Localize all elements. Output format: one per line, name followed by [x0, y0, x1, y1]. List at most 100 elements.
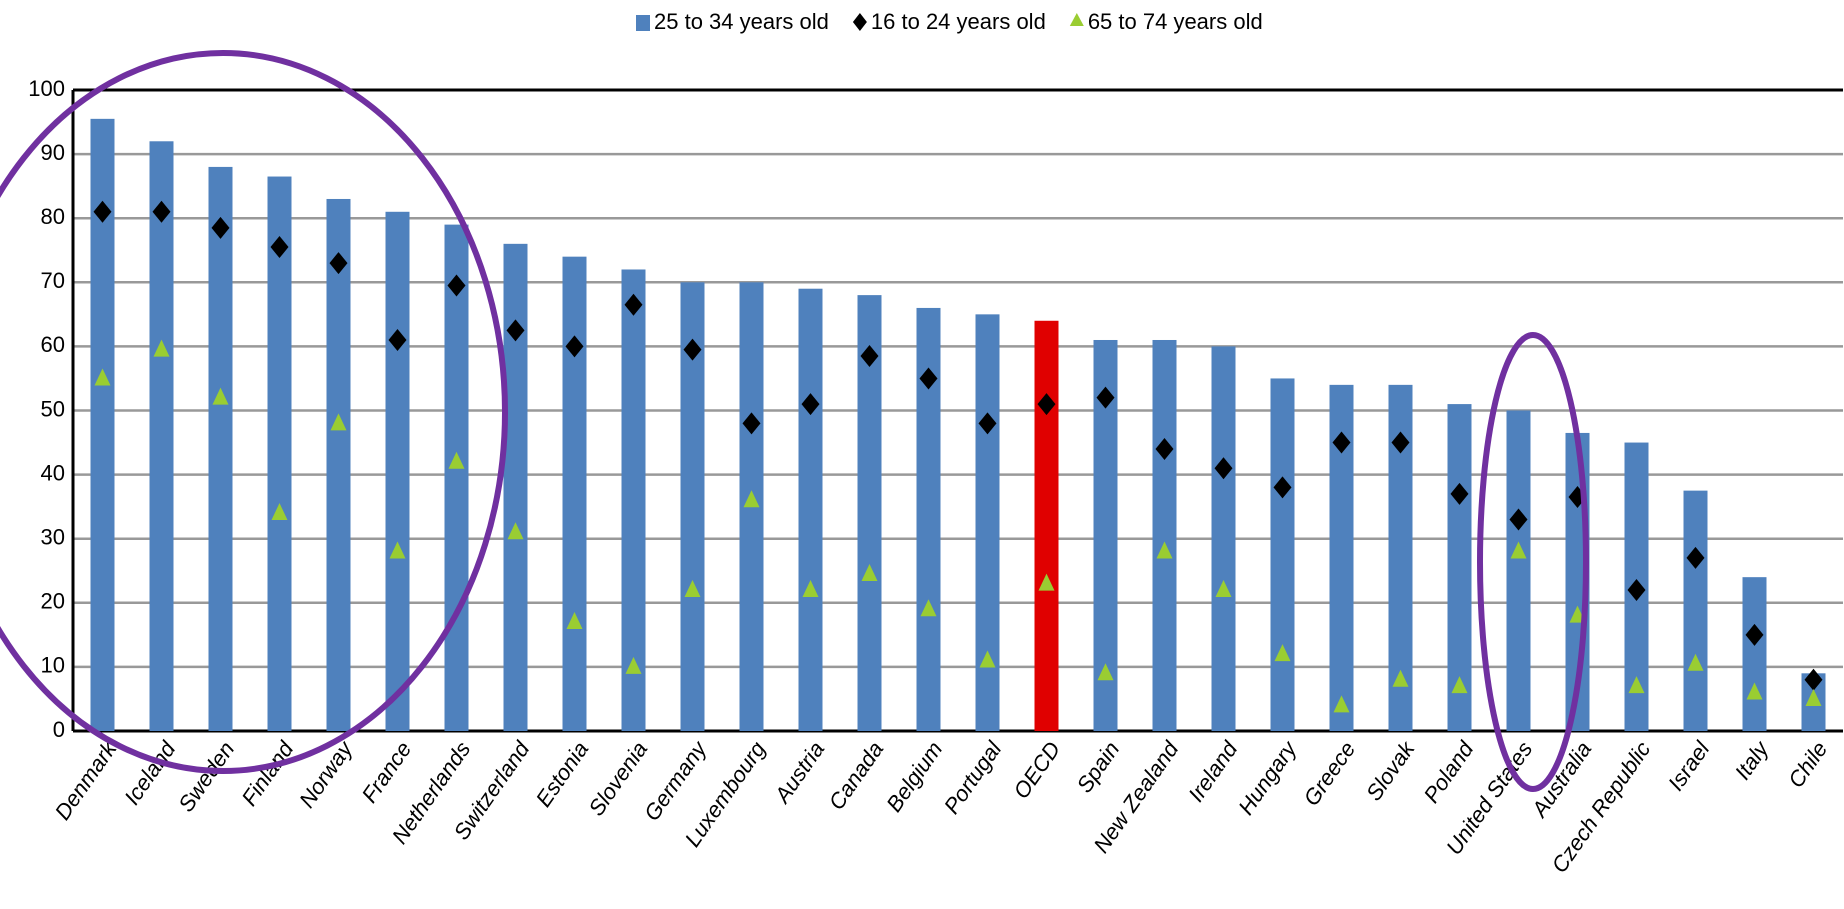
diamond-marker	[329, 252, 348, 275]
legend-swatch	[852, 13, 867, 31]
y-tick-label: 70	[41, 268, 65, 293]
x-tick-label: Hungary	[1233, 735, 1302, 819]
x-tick-label: Ireland	[1183, 736, 1243, 806]
x-tick-label: Denmark	[50, 736, 122, 824]
bar	[326, 198, 351, 732]
y-tick-label: 10	[41, 653, 65, 678]
x-tick-label: OECD	[1008, 737, 1065, 803]
diamond-marker	[447, 274, 466, 297]
y-tick-label: 0	[53, 717, 65, 742]
triangle-marker	[566, 612, 583, 630]
triangle-marker	[979, 650, 996, 668]
triangle-marker	[1038, 573, 1055, 591]
triangle-marker	[1097, 663, 1114, 681]
legend: 25 to 34 years old 16 to 24 years old 65 t…	[636, 9, 1263, 34]
diamond-marker	[1391, 431, 1410, 454]
triangle-marker	[1510, 541, 1527, 559]
y-tick-label: 50	[41, 396, 65, 421]
x-tick-label: Greece	[1298, 737, 1360, 810]
bar	[1152, 339, 1177, 731]
y-tick-label: 40	[41, 460, 65, 485]
diamond-marker	[1096, 386, 1115, 409]
diamond-marker	[1155, 437, 1174, 460]
legend-label: 65 to 74 years old	[1088, 9, 1263, 34]
diamond-marker	[1686, 546, 1705, 569]
legend-swatch	[1069, 13, 1084, 26]
x-tick-label: Israel	[1663, 736, 1715, 795]
bar	[798, 288, 823, 731]
diamond-marker	[1627, 578, 1646, 601]
triangle-marker	[1451, 676, 1468, 694]
triangle-marker	[1392, 669, 1409, 687]
legend-swatch	[636, 15, 650, 31]
diamond-marker	[270, 236, 289, 259]
y-tick-label: 30	[41, 525, 65, 550]
bar	[1211, 346, 1236, 731]
x-tick-label: Finland	[236, 736, 298, 810]
bar	[621, 269, 646, 731]
y-tick-label: 90	[41, 140, 65, 165]
triangle-marker	[684, 579, 701, 597]
y-tick-label: 20	[41, 589, 65, 614]
diamond-marker	[152, 200, 171, 223]
x-tick-label: Austria	[768, 737, 829, 809]
bar	[1034, 320, 1059, 731]
diamond-marker	[93, 200, 112, 223]
diamond-marker	[388, 328, 407, 351]
bar	[444, 224, 469, 732]
y-tick-label: 100	[28, 76, 65, 101]
legend-label: 25 to 34 years old	[654, 9, 829, 34]
x-tick-label: Canada	[824, 737, 889, 814]
diamond-marker	[742, 412, 761, 435]
highlight-ellipse	[0, 50, 508, 774]
diamond-marker	[1214, 457, 1233, 480]
x-tick-label: Chile	[1783, 737, 1832, 792]
bar	[385, 211, 410, 732]
triangle-marker	[1628, 676, 1645, 694]
triangle-marker	[1805, 688, 1822, 706]
diamond-marker	[860, 345, 879, 368]
diamond-marker	[624, 293, 643, 316]
triangle-marker	[1687, 653, 1704, 671]
diamond-marker	[1037, 393, 1056, 416]
diamond-marker	[1745, 623, 1764, 646]
diamond-marker	[1332, 431, 1351, 454]
diamond-marker	[1509, 508, 1528, 531]
triangle-marker	[153, 339, 170, 357]
triangle-marker	[94, 368, 111, 386]
bar	[149, 141, 174, 731]
bar	[857, 295, 882, 731]
x-tick-label: Belgium	[881, 737, 947, 816]
bar	[1683, 490, 1708, 731]
bar	[267, 176, 292, 731]
diamond-marker	[1804, 668, 1823, 691]
triangle-marker	[802, 579, 819, 597]
x-tick-label: France	[357, 737, 417, 807]
triangle-marker	[743, 490, 760, 508]
triangle-marker	[625, 656, 642, 674]
triangle-marker	[448, 451, 465, 469]
diamond-marker	[1450, 482, 1469, 505]
diamond-marker	[978, 412, 997, 435]
x-tick-label: Estonia	[531, 737, 594, 811]
diamond-marker	[919, 367, 938, 390]
triangle-marker	[861, 563, 878, 581]
bar	[1506, 410, 1531, 731]
bar	[562, 256, 587, 731]
legend-label: 16 to 24 years old	[871, 9, 1046, 34]
x-tick-label: Poland	[1419, 736, 1479, 807]
triangle-marker	[1746, 682, 1763, 700]
diamond-marker	[1273, 476, 1292, 499]
triangle-marker	[212, 387, 229, 405]
triangle-marker	[330, 413, 347, 431]
x-tick-label: Slovak	[1361, 736, 1420, 805]
bar	[208, 166, 233, 732]
bar	[503, 243, 528, 731]
triangle-marker	[507, 522, 524, 540]
y-tick-label: 80	[41, 204, 65, 229]
bar	[1270, 378, 1295, 731]
triangle-marker	[389, 541, 406, 559]
bar	[975, 314, 1000, 731]
y-tick-label: 60	[41, 332, 65, 357]
